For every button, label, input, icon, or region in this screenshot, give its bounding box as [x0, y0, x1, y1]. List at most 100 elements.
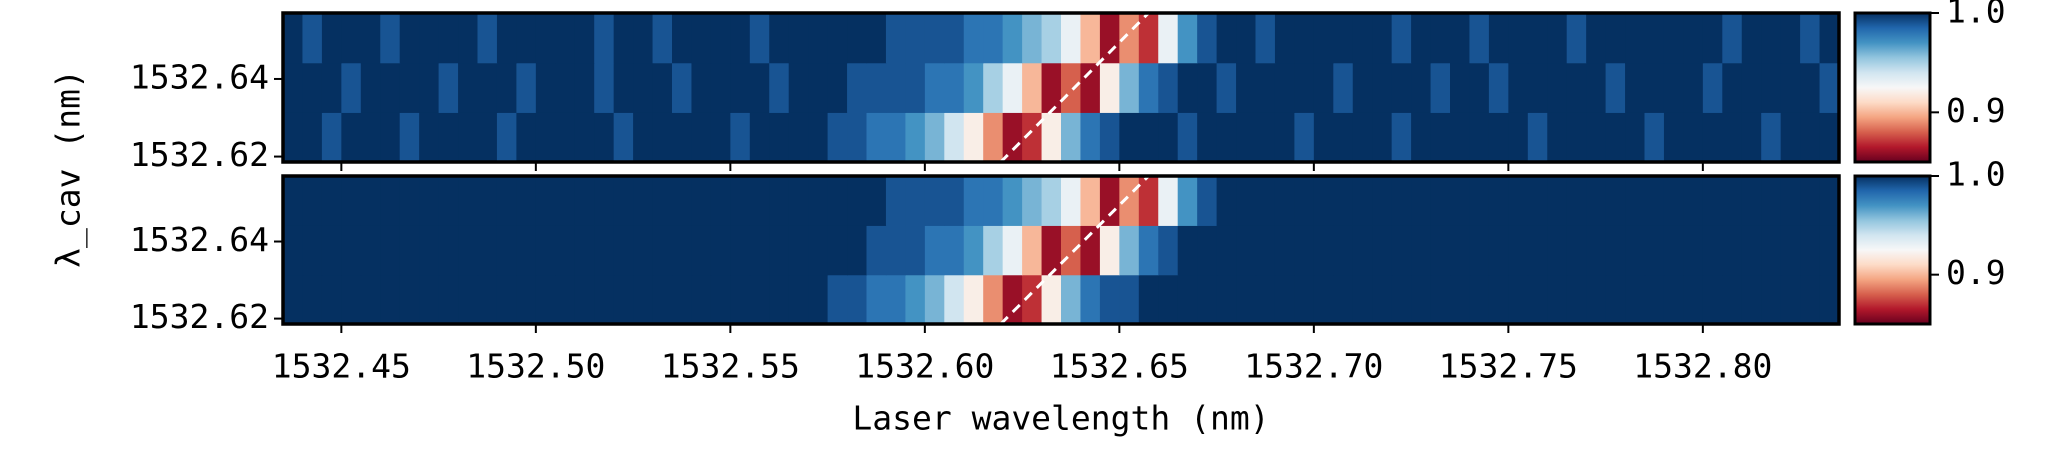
heatmap-cell — [321, 62, 342, 113]
heatmap-cell — [769, 225, 790, 276]
heatmap-cell — [905, 112, 926, 163]
heatmap-cell — [1158, 176, 1179, 226]
heatmap-cell — [1216, 112, 1237, 163]
heatmap-cell — [944, 13, 965, 64]
heatmap-cell — [730, 225, 751, 276]
heatmap-cell — [1022, 176, 1043, 226]
heatmap-cell — [749, 112, 770, 163]
heatmap-cell — [1430, 225, 1451, 276]
heatmap-cell — [1450, 225, 1471, 276]
heatmap-cell — [1780, 274, 1801, 325]
heatmap-cell — [1761, 13, 1782, 64]
heatmap-cell — [1041, 13, 1062, 64]
colorbar — [1853, 174, 1932, 326]
heatmap-cell — [341, 176, 362, 226]
heatmap-cell — [1430, 112, 1451, 163]
heatmap-cell — [983, 225, 1004, 276]
heatmap-cell — [1002, 62, 1023, 113]
heatmap-cell — [1508, 62, 1529, 113]
heatmap-cell — [1177, 13, 1198, 64]
heatmap-cell — [380, 176, 401, 226]
heatmap-cell — [1255, 62, 1276, 113]
heatmap-cell — [496, 13, 517, 64]
y-tick-label: 1532.64 — [130, 220, 269, 259]
heatmap-cell — [691, 62, 712, 113]
heatmap-cell — [1313, 13, 1334, 64]
heatmap-cell — [1391, 225, 1412, 276]
heatmap-cell — [1605, 225, 1626, 276]
x-tick-label: 1532.75 — [1439, 347, 1578, 386]
heatmap-cell — [1177, 274, 1198, 325]
heatmap-cell — [1761, 274, 1782, 325]
heatmap-cell — [1761, 225, 1782, 276]
heatmap-cell — [302, 176, 323, 226]
heatmap-cell — [1800, 13, 1821, 64]
heatmap-cell — [1508, 112, 1529, 163]
heatmap-cell — [1274, 112, 1295, 163]
heatmap-cell — [749, 176, 770, 226]
heatmap-cell — [1177, 225, 1198, 276]
heatmap-cell — [1002, 274, 1023, 325]
heatmap-cell — [496, 225, 517, 276]
heatmap-cell — [574, 13, 595, 64]
heatmap-cell — [710, 13, 731, 64]
heatmap-cell — [1041, 176, 1062, 226]
heatmap-cell — [594, 13, 615, 64]
heatmap-cell — [672, 13, 693, 64]
heatmap-cell — [633, 62, 654, 113]
heatmap-cell — [360, 112, 381, 163]
heatmap-cell — [419, 274, 440, 325]
heatmap-cell — [1411, 225, 1432, 276]
heatmap-cell — [749, 13, 770, 64]
heatmap-cell — [399, 176, 420, 226]
heatmap-cell — [360, 274, 381, 325]
heatmap-cell — [885, 274, 906, 325]
heatmap-cell — [1625, 112, 1646, 163]
heatmap-cell — [652, 274, 673, 325]
heatmap-cell — [1625, 274, 1646, 325]
heatmap-cell — [808, 13, 829, 64]
heatmap-cell — [1683, 225, 1704, 276]
heatmap-cell — [847, 274, 868, 325]
heatmap-cell — [1722, 274, 1743, 325]
heatmap-cell — [1061, 112, 1082, 163]
heatmap — [283, 13, 1840, 163]
heatmap-cell — [1722, 13, 1743, 64]
y-tick-label: 1532.64 — [130, 57, 269, 96]
heatmap-cell — [1197, 225, 1218, 276]
heatmap-cell — [1702, 62, 1723, 113]
heatmap-cell — [1683, 62, 1704, 113]
heatmap-cell — [924, 274, 945, 325]
heatmap-cell — [1119, 62, 1140, 113]
heatmap-cell — [1430, 274, 1451, 325]
colorbar-tick-label: 1.0 — [1946, 155, 2006, 194]
heatmap-cell — [535, 13, 556, 64]
heatmap-cell — [1430, 13, 1451, 64]
heatmap-cell — [1761, 112, 1782, 163]
heatmap-cell — [496, 176, 517, 226]
heatmap-cell — [1138, 225, 1159, 276]
heatmap-cell — [1333, 274, 1354, 325]
heatmap-cell — [555, 274, 576, 325]
heatmap-cell — [788, 225, 809, 276]
heatmap-cell — [574, 176, 595, 226]
heatmap-cell — [399, 13, 420, 64]
heatmap-cell — [866, 62, 887, 113]
heatmap-cell — [633, 176, 654, 226]
heatmap-cell — [1469, 225, 1490, 276]
heatmap-cell — [458, 274, 479, 325]
heatmap-cell — [1605, 112, 1626, 163]
heatmap-cell — [866, 13, 887, 64]
colorbar — [1853, 11, 1932, 164]
heatmap-cell — [827, 112, 848, 163]
heatmap-cell — [1352, 112, 1373, 163]
heatmap-cell — [535, 112, 556, 163]
heatmap-cell — [1041, 112, 1062, 163]
heatmap-cell — [1411, 13, 1432, 64]
heatmap-cell — [321, 176, 342, 226]
heatmap-cell — [1274, 62, 1295, 113]
heatmap-cell — [1158, 112, 1179, 163]
heatmap-cell — [1547, 62, 1568, 113]
heatmap-cell — [419, 13, 440, 64]
heatmap-cell — [360, 176, 381, 226]
